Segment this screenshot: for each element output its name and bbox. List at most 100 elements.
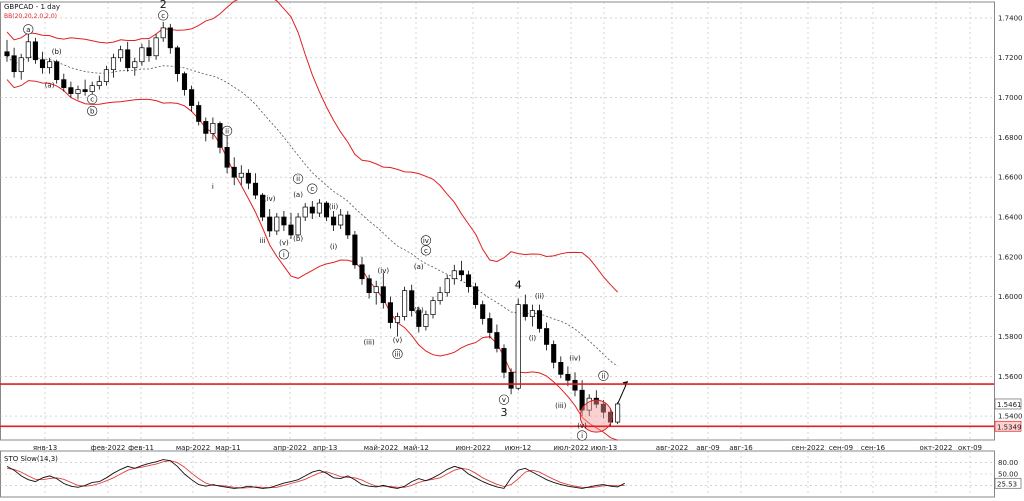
candle-body [465,274,472,288]
candle-body [54,61,60,80]
candle-body [458,270,464,276]
wave-label-text: c [161,12,165,20]
wave-label-circle [598,370,609,381]
wave-label: c [87,93,98,105]
x-tick-label: июн-12 [505,444,531,452]
candle [615,402,621,425]
candle [309,201,315,220]
wave-label-circle [293,173,304,184]
y-tick-label: 1.7400 [998,14,1023,22]
candle-body [338,214,344,226]
price-label-box [994,420,1022,432]
y-tick-label: 1.6400 [998,214,1023,222]
wave-label-text: c [424,247,428,255]
wave-label-text: i [212,183,214,191]
wave-label: (ii) [535,293,545,301]
y-tick-label: 1.7000 [998,94,1023,102]
candle [473,282,479,309]
candle [338,209,344,229]
sto-tick-label: 50.00 [998,471,1018,479]
wave-label-circle [278,249,290,260]
wave-label-circle [392,348,403,359]
candle-body [295,216,301,236]
wave-label: 3 [501,406,508,419]
candle-body [167,27,173,49]
candle-body [146,47,152,57]
y-tick-label: 1.6200 [998,253,1023,261]
candle-body [409,290,415,311]
wave-label-text: (ii) [329,203,339,211]
candle [153,33,159,60]
wave-label: (a) [293,191,303,199]
candle [373,280,379,305]
candle [231,157,237,186]
candle-body [430,300,436,315]
wave-label: b [87,105,98,117]
wave-label: (b) [414,307,424,315]
wave-label-text: (b) [52,48,62,56]
sto-d-line [6,460,625,489]
x-tick-label: июн-2022 [455,444,490,452]
candle-body [32,41,38,61]
candle-body [61,79,67,88]
wave-label: c [158,10,169,21]
x-tick-label: сен-2022 [791,444,824,452]
x-tick-label: фев-2022 [91,444,126,452]
wave-label: i [576,430,588,441]
price-label-text: 1.5349 [997,423,1022,431]
wave-label: (v) [279,239,289,247]
wave-label: i [212,183,214,191]
candle-body [11,55,17,73]
wave-label-circle [222,125,233,136]
candle [544,322,550,351]
wave-label: 4 [515,279,522,292]
wave-label: (iv) [264,195,276,203]
candle-body [118,49,124,59]
candle-body [508,371,514,389]
candle-body [281,216,287,226]
candle-body [352,234,358,266]
candle [54,59,60,84]
wave-label-text: (v) [279,239,289,247]
candle [32,37,38,64]
x-tick-label: июл-2022 [553,444,588,452]
candle-body [125,49,131,69]
wave-label-text: (iv) [378,267,390,275]
candle-body [359,264,365,280]
wave-label-text: c [310,185,314,193]
candle [565,366,571,387]
candle-body [558,362,564,375]
candle [295,213,301,237]
wave-label-text: i [581,432,583,440]
candle-body [451,270,457,280]
wave-label-circle [307,183,318,194]
candle [75,85,81,100]
wave-label-text: (iv) [569,354,581,362]
candle-body [18,57,24,73]
candle-body [487,318,493,333]
y-tick-label: 1.6600 [998,174,1023,182]
candle-body [586,397,592,411]
horizontal-levels [0,383,994,428]
candle-body [480,304,486,319]
wave-label-circle [87,105,98,117]
wave-label: (ii) [329,203,339,211]
candle-body [4,51,10,57]
x-tick-label: апр-2022 [273,444,307,452]
candle [529,304,535,327]
candle [4,39,10,62]
candle [593,390,599,409]
candle-body [224,146,230,168]
candle [267,209,273,237]
candle [465,270,472,293]
wave-label-text: v [502,396,506,404]
y-tick-label: 1.6000 [998,293,1023,301]
candle-body [132,61,138,69]
y-tick-label: 1.5800 [998,333,1023,341]
x-tick-label: мар-11 [215,444,240,452]
wave-label: (a) [45,82,55,90]
candle [345,211,351,239]
grid-layer [0,1,995,498]
candle-body [501,348,507,373]
x-tick-label: окт-09 [958,444,982,452]
